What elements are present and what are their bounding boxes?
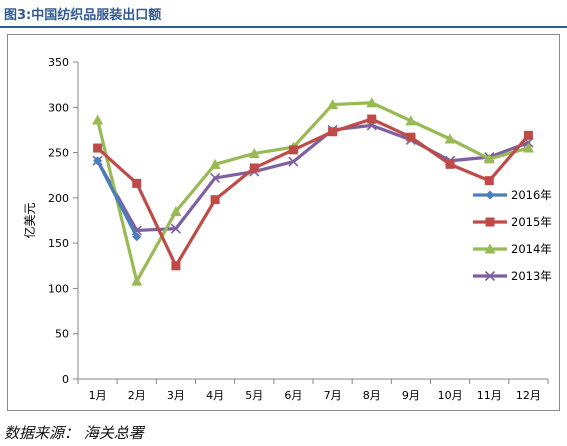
x-marker-stroke bbox=[210, 172, 221, 183]
series-line bbox=[95, 117, 531, 268]
data-point bbox=[93, 156, 103, 166]
chart-legend: 2016年 2015年 2014年 2013年 bbox=[473, 188, 552, 283]
series-line bbox=[95, 123, 531, 233]
data-point bbox=[367, 114, 377, 124]
legend-label: 2013年 bbox=[511, 269, 552, 283]
data-point bbox=[328, 127, 338, 137]
data-point bbox=[249, 163, 259, 173]
data-point bbox=[93, 143, 103, 153]
data-point bbox=[170, 223, 181, 234]
x-tick-label: 8月 bbox=[363, 389, 381, 402]
x-tick-label: 1月 bbox=[89, 389, 107, 402]
data-point bbox=[288, 156, 299, 167]
x-tick-label: 7月 bbox=[324, 389, 342, 402]
data-point bbox=[522, 142, 534, 153]
series-2015年 bbox=[93, 114, 533, 271]
data-point bbox=[248, 147, 260, 158]
data-point bbox=[366, 97, 378, 108]
series-2014年 bbox=[92, 97, 534, 286]
y-tick-label: 350 bbox=[48, 56, 69, 69]
series-line bbox=[95, 101, 531, 283]
x-marker-stroke bbox=[288, 156, 299, 167]
x-tick-label: 6月 bbox=[284, 389, 302, 402]
data-point bbox=[170, 205, 182, 216]
figure-title: 图3:中国纺织品服装出口额 bbox=[4, 8, 162, 23]
series-2013年 bbox=[92, 120, 534, 236]
data-point bbox=[444, 133, 456, 144]
x-marker-stroke bbox=[484, 270, 496, 282]
legend-marker bbox=[484, 270, 496, 282]
data-point bbox=[484, 176, 494, 186]
x-tick-label: 10月 bbox=[438, 389, 463, 402]
legend-item: 2013年 bbox=[473, 269, 552, 283]
x-marker-stroke bbox=[170, 223, 181, 234]
y-axis-label: 亿美元 bbox=[22, 202, 37, 238]
series-layer bbox=[92, 97, 534, 286]
series-2016年 bbox=[93, 156, 142, 242]
data-point bbox=[523, 130, 533, 140]
source-note: 数据来源： 海关总署 bbox=[4, 424, 144, 442]
legend-label: 2015年 bbox=[511, 215, 552, 229]
legend-label: 2014年 bbox=[511, 242, 552, 256]
title-divider bbox=[0, 26, 567, 28]
y-tick-label: 200 bbox=[48, 192, 69, 205]
data-point bbox=[288, 145, 298, 155]
legend-marker bbox=[484, 243, 496, 254]
data-point bbox=[132, 232, 142, 242]
x-tick-label: 5月 bbox=[245, 389, 263, 402]
legend-item: 2014年 bbox=[473, 242, 552, 256]
data-point bbox=[445, 159, 455, 169]
y-tick-label: 150 bbox=[48, 237, 69, 250]
data-point bbox=[327, 99, 339, 110]
data-point bbox=[131, 275, 143, 286]
data-point bbox=[209, 158, 221, 169]
data-point bbox=[483, 153, 495, 164]
data-point bbox=[210, 172, 221, 183]
legend-item: 2015年 bbox=[473, 215, 552, 229]
data-point bbox=[132, 178, 142, 188]
x-tick-label: 11月 bbox=[477, 389, 502, 402]
x-tick-label: 4月 bbox=[206, 389, 224, 402]
data-point bbox=[405, 115, 417, 126]
chart-frame: 0 50 100 150 200 250 300 350 1月 2月 3月 4月 5月 6月 7月 8月 9月 1… bbox=[7, 34, 560, 411]
y-tick-label: 100 bbox=[48, 282, 69, 295]
line-chart: 0 50 100 150 200 250 300 350 1月 2月 3月 4月 5月 6月 7月 8月 9月 1… bbox=[22, 56, 552, 402]
data-point bbox=[210, 195, 220, 205]
legend-item: 2016年 bbox=[473, 188, 552, 202]
y-tick-label: 0 bbox=[62, 373, 69, 386]
legend-marker bbox=[485, 217, 495, 227]
data-point bbox=[406, 132, 416, 142]
data-point bbox=[92, 114, 104, 125]
data-point bbox=[171, 261, 181, 271]
x-tick-label: 9月 bbox=[402, 389, 420, 402]
y-tick-label: 250 bbox=[48, 147, 69, 160]
series-line bbox=[95, 159, 139, 239]
x-tick-label: 12月 bbox=[516, 389, 541, 402]
legend-marker bbox=[485, 190, 495, 200]
legend-label: 2016年 bbox=[511, 188, 552, 202]
y-tick-label: 300 bbox=[48, 101, 69, 114]
x-tick-label: 3月 bbox=[167, 389, 185, 402]
x-tick-label: 2月 bbox=[128, 389, 146, 402]
chart-axes: 0 50 100 150 200 250 300 350 1月 2月 3月 4月 5月 6月 7月 8月 9月 1… bbox=[22, 56, 549, 402]
y-tick-label: 50 bbox=[55, 328, 69, 341]
